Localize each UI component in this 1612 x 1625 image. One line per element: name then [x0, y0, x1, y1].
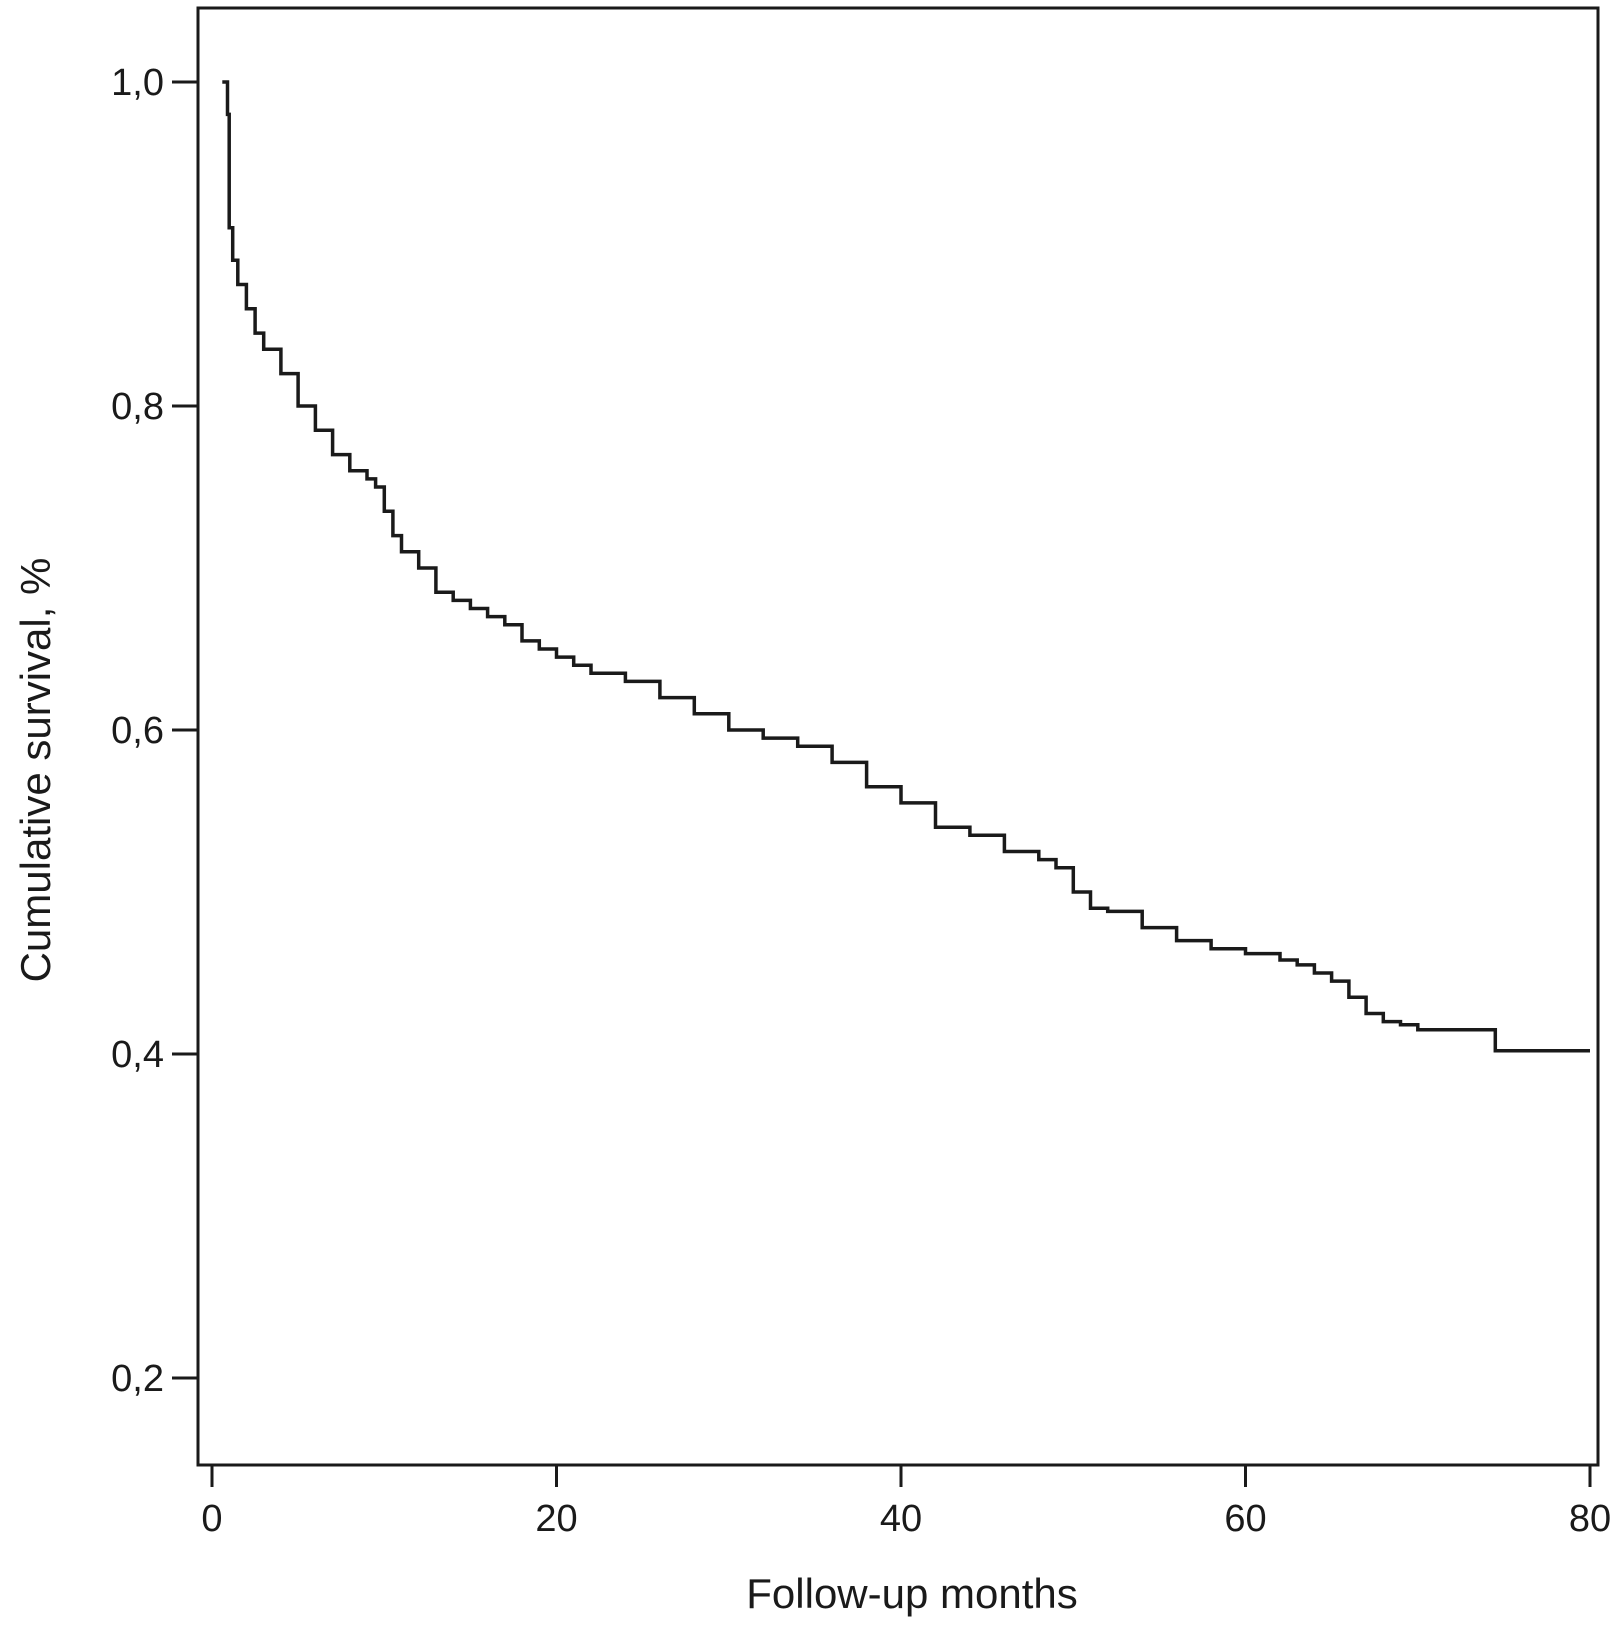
- x-tick-label: 20: [535, 1498, 577, 1540]
- y-axis-title: Cumulative survival, %: [12, 558, 59, 983]
- x-axis-ticks: 0 20 40 60 80: [201, 1465, 1611, 1540]
- x-tick-label: 40: [880, 1498, 922, 1540]
- y-tick-label: 0,8: [111, 386, 164, 428]
- x-tick-label: 60: [1224, 1498, 1266, 1540]
- y-tick-label: 1,0: [111, 62, 164, 104]
- x-tick-label: 80: [1569, 1498, 1611, 1540]
- y-tick-label: 0,6: [111, 710, 164, 752]
- y-tick-label: 0,2: [111, 1358, 164, 1400]
- y-axis-ticks: 0,2 0,4 0,6 0,8 1,0: [111, 62, 198, 1400]
- y-tick-label: 0,4: [111, 1034, 164, 1076]
- x-tick-label: 0: [201, 1498, 222, 1540]
- survival-curve: [222, 80, 1590, 1053]
- plot-frame: [196, 6, 1600, 1467]
- x-axis-title: Follow-up months: [746, 1570, 1077, 1617]
